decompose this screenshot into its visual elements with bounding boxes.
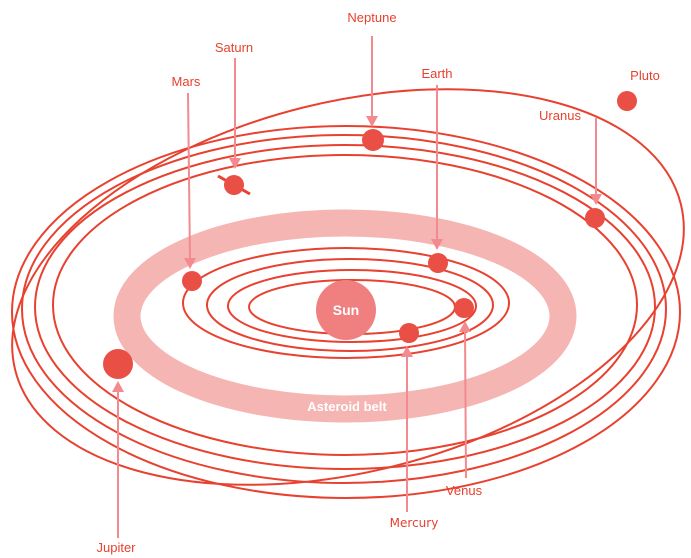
- planet-saturn: [217, 174, 251, 196]
- label-mars: Mars: [172, 74, 201, 89]
- orbit-mars: [182, 247, 510, 359]
- orbit-earth: [206, 258, 494, 352]
- label-neptune: Neptune: [347, 10, 396, 25]
- planet-neptune: [362, 129, 384, 151]
- pointer-jupiter: [112, 381, 124, 538]
- asteroid-belt-label: Asteroid belt: [307, 399, 387, 414]
- label-venus: Venus: [446, 483, 483, 498]
- planet-mars: [182, 271, 202, 291]
- pointer-earth: [431, 85, 443, 250]
- planet-uranus: [585, 208, 605, 228]
- sun: [316, 280, 376, 340]
- planet-mercury: [399, 323, 419, 343]
- label-pluto: Pluto: [630, 68, 660, 83]
- pointer-uranus: [590, 118, 602, 205]
- label-uranus: Uranus: [539, 108, 581, 123]
- orbit-venus: [227, 269, 477, 343]
- sun-label: Sun: [333, 302, 359, 318]
- pointer-saturn: [229, 58, 241, 169]
- orbit-jupiter: [52, 154, 638, 456]
- planet-jupiter: [103, 349, 133, 379]
- planet-venus: [454, 298, 474, 318]
- pointer-venus: [459, 321, 471, 479]
- asteroid-belt: [113, 209, 577, 423]
- orbit-saturn: [34, 144, 656, 470]
- orbit-pluto: [11, 88, 685, 486]
- label-earth: Earth: [421, 66, 452, 81]
- pointer-neptune: [366, 36, 378, 127]
- orbit-neptune: [11, 125, 681, 499]
- pointer-mercury: [401, 346, 413, 512]
- pointer-mars: [184, 92, 196, 269]
- orbit-uranus: [21, 134, 667, 484]
- planet-pluto: [617, 91, 637, 111]
- label-jupiter: Jupiter: [96, 540, 136, 555]
- planet-earth: [428, 253, 448, 273]
- label-saturn: Saturn: [215, 40, 253, 55]
- label-mercury: Mercury: [390, 516, 439, 530]
